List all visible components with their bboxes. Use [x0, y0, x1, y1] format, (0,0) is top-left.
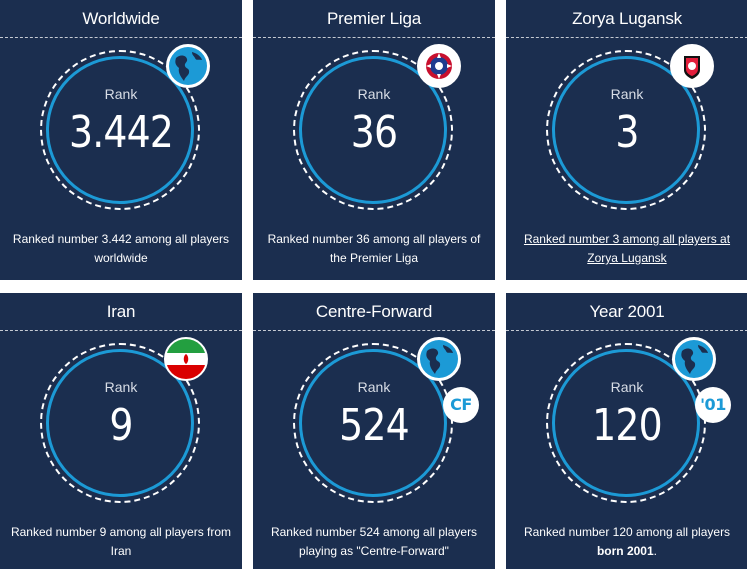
dashed-ring	[293, 343, 453, 503]
card-title: Premier Liga	[253, 0, 495, 38]
position-badge: CF	[443, 387, 479, 423]
iran-flag-icon	[164, 337, 208, 381]
dashed-ring	[546, 50, 706, 210]
rank-ring	[506, 0, 747, 280]
rank-ring	[253, 0, 495, 280]
rank-label: Rank	[610, 86, 644, 102]
card-title: Worldwide	[0, 0, 242, 38]
rank-card-year-2001: Year 2001 Rank 120 '01 Ranked number 120…	[506, 293, 747, 569]
dashed-ring	[40, 343, 200, 503]
year-badge: '01	[695, 387, 731, 423]
rank-label: Rank	[104, 86, 138, 102]
rank-label: Rank	[357, 379, 391, 395]
globe-icon	[672, 337, 716, 381]
card-title: Year 2001	[506, 293, 747, 331]
progress-ring	[46, 56, 194, 204]
premier-liga-logo-icon	[417, 44, 461, 88]
rank-value: 36	[350, 107, 398, 158]
rank-description: Ranked number 524 among all players play…	[270, 525, 478, 558]
rank-ring	[0, 293, 242, 573]
rank-description: Ranked number 3.442 among all players wo…	[12, 232, 230, 265]
rank-label: Rank	[104, 379, 138, 395]
rank-value: 9	[109, 400, 133, 451]
rank-label: Rank	[357, 86, 391, 102]
rank-value: 3	[615, 107, 639, 158]
rank-description: Ranked number 120 among all players born…	[516, 523, 738, 561]
rank-description[interactable]: Ranked number 3 among all players at Zor…	[516, 230, 738, 268]
rank-label: Rank	[610, 379, 644, 395]
globe-icon	[417, 337, 461, 381]
rank-description: Ranked number 36 among all players of th…	[267, 232, 481, 265]
rank-description: Ranked number 9 among all players from I…	[10, 525, 232, 558]
rank-ring	[506, 293, 747, 573]
progress-ring	[46, 349, 194, 497]
globe-icon	[166, 44, 210, 88]
rank-card-centre-forward: Centre-Forward Rank 524 CF Ranked number…	[253, 293, 495, 569]
rank-description-link[interactable]: Ranked number 3 among all players at Zor…	[523, 232, 731, 265]
zorya-lugansk-logo-icon	[670, 44, 714, 88]
card-title: Iran	[0, 293, 242, 331]
rank-card-worldwide: Worldwide Rank 3.442 Ranked number 3.442…	[0, 0, 242, 280]
progress-ring	[552, 349, 700, 497]
dashed-ring	[40, 50, 200, 210]
rank-card-iran: Iran Rank 9 Ranked number 9 among all pl…	[0, 293, 242, 569]
rank-ring	[0, 0, 242, 280]
rank-description-text: Ranked number 120 among all players	[523, 525, 731, 539]
rank-value: 3.442	[68, 107, 174, 158]
progress-ring	[552, 56, 700, 204]
rank-card-premier-liga: Premier Liga Rank 36 Ranked number 36 am…	[253, 0, 495, 280]
rank-ring	[253, 293, 495, 573]
rank-value: 120	[592, 400, 663, 451]
card-title: Zorya Lugansk	[506, 0, 747, 38]
dashed-ring	[546, 343, 706, 503]
card-title: Centre-Forward	[253, 293, 495, 331]
rank-description-suffix: .	[653, 544, 658, 558]
progress-ring	[299, 56, 447, 204]
progress-ring	[299, 349, 447, 497]
rank-description-bold: born 2001	[596, 544, 654, 558]
dashed-ring	[293, 50, 453, 210]
rank-card-zorya-lugansk: Zorya Lugansk Rank 3 Ranked number 3 amo…	[506, 0, 747, 280]
rank-value: 524	[339, 400, 410, 451]
